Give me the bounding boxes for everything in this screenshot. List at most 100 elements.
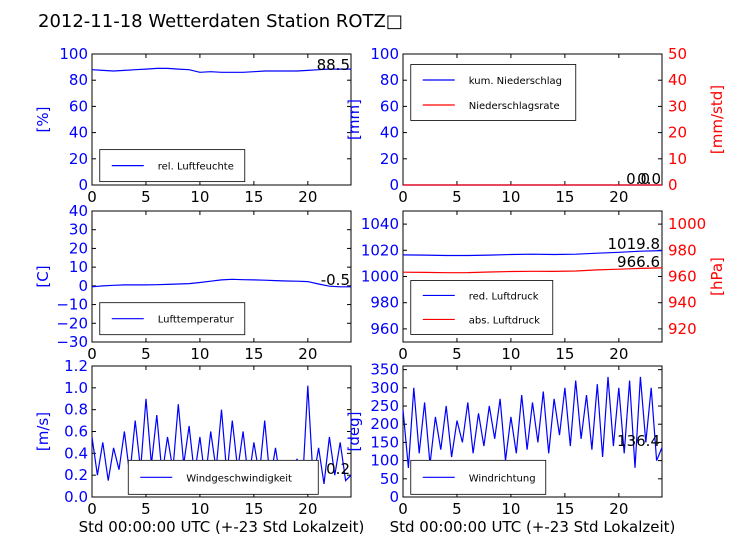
- x-tick-label: 0: [87, 500, 97, 518]
- y-tick-label: 0: [78, 176, 88, 194]
- y2-axis-label: [mm/std]: [708, 85, 726, 154]
- y-tick-label: 980: [370, 294, 399, 312]
- x-tick-label: 10: [190, 188, 209, 206]
- y-tick-label: 1020: [361, 241, 399, 259]
- y2-tick-label: 40: [668, 71, 687, 89]
- y-tick-label: 1.0: [64, 379, 88, 397]
- y-tick-label: 60: [69, 97, 88, 115]
- y-tick-label: −20: [56, 314, 88, 332]
- current-value-label: 0.0: [626, 170, 650, 188]
- series-line-1: [91, 67, 351, 73]
- y2-tick-label: 920: [668, 320, 697, 338]
- x-tick-label: 15: [244, 500, 263, 518]
- y-axis-label: [m/s]: [34, 412, 52, 451]
- x-axis-label: Std 00:00:00 UTC (+-23 Std Lokalzeit): [79, 518, 365, 536]
- x-tick-label: 5: [452, 188, 462, 206]
- panel-pressure: 0 5 10 15 20 960 980 1000 1020 1040 920 940 960 980 10…: [361, 210, 726, 363]
- x-tick-label: 20: [298, 188, 317, 206]
- y2-tick-label: 10: [668, 150, 687, 168]
- x-tick-label: 5: [141, 500, 151, 518]
- panel-humidity: 0 5 10 15 20 0 20 40 60 80 100 [%] rel. Luftfeuchte 8…: [34, 45, 352, 206]
- y-tick-label: 60: [380, 97, 399, 115]
- y-axis-label: [mm]: [345, 99, 363, 140]
- legend-label: Windrichtung: [469, 473, 536, 484]
- y-tick-label: 20: [69, 150, 88, 168]
- x-tick-label: 10: [190, 500, 209, 518]
- x-tick-label: 0: [398, 188, 408, 206]
- y-tick-label: 80: [380, 71, 399, 89]
- current-value-label: 136.4: [617, 432, 660, 450]
- x-tick-label: 5: [452, 500, 462, 518]
- y-tick-label: 40: [69, 202, 88, 220]
- x-tick-label: 10: [501, 345, 520, 363]
- y-tick-label: 0.2: [64, 466, 88, 484]
- y-tick-label: 0.0: [64, 488, 88, 506]
- series-line-2: [402, 267, 663, 274]
- x-tick-label: 15: [244, 188, 263, 206]
- y-tick-label: 40: [380, 124, 399, 142]
- y-tick-label: 100: [370, 45, 399, 63]
- current-value-label: 0.0: [637, 170, 661, 188]
- legend-label: Niederschlagsrate: [469, 101, 560, 112]
- y-tick-label: 350: [370, 361, 399, 379]
- current-value-label: 966.6: [617, 253, 660, 271]
- y-tick-label: 100: [59, 45, 88, 63]
- x-tick-label: 5: [141, 345, 151, 363]
- x-tick-label: 20: [609, 500, 628, 518]
- y-tick-label: 0: [389, 488, 399, 506]
- legend-label: red. Luftdruck: [469, 291, 539, 302]
- series-line-1: [402, 376, 663, 468]
- panel-precipitation: 0 5 10 15 20 0 20 40 60 80 100 0 10 20 30 40 50 [mm] [mm/s…: [345, 45, 726, 206]
- y2-tick-label: 20: [668, 124, 687, 142]
- x-tick-label: 0: [398, 345, 408, 363]
- x-tick-label: 20: [298, 345, 317, 363]
- y-tick-label: 960: [370, 320, 399, 338]
- y-tick-label: 0.6: [64, 423, 88, 441]
- y-tick-label: 20: [69, 239, 88, 257]
- y-tick-label: 20: [380, 150, 399, 168]
- legend-box: [410, 280, 554, 335]
- y-tick-label: 1000: [361, 268, 399, 286]
- y2-tick-label: 50: [668, 45, 687, 63]
- current-value-label: 88.5: [317, 56, 350, 74]
- plot-frame: [402, 365, 663, 498]
- y2-tick-label: 960: [668, 268, 697, 286]
- y-tick-label: 100: [370, 452, 399, 470]
- x-tick-label: 20: [298, 500, 317, 518]
- y2-axis-label: [hPa]: [708, 257, 726, 296]
- legend-label: rel. Luftfeuchte: [158, 162, 234, 173]
- x-tick-label: 0: [398, 500, 408, 518]
- legend-label: kum. Niederschlag: [469, 76, 562, 87]
- panel-temperature: 0 5 10 15 20−30−20−10010203040[C]Lufttempera…: [34, 202, 352, 363]
- y-tick-label: 0: [78, 277, 88, 295]
- plot-frame: [91, 53, 352, 186]
- y-axis-label: [deg]: [345, 412, 363, 452]
- current-value-label: 0.2: [326, 460, 350, 478]
- x-tick-label: 20: [609, 188, 628, 206]
- x-tick-label: 10: [501, 500, 520, 518]
- figure-title: 2012-11-18 Wetterdaten Station ROTZ□: [38, 11, 403, 32]
- series-line-1: [91, 278, 351, 288]
- x-tick-label: 15: [244, 345, 263, 363]
- y-tick-label: 0.4: [64, 444, 88, 462]
- y-tick-label: 80: [69, 71, 88, 89]
- y2-tick-label: 0: [668, 176, 678, 194]
- x-tick-label: 15: [555, 500, 574, 518]
- x-axis-label: Std 00:00:00 UTC (+-23 Std Lokalzeit): [390, 518, 676, 536]
- y-tick-label: −10: [56, 296, 88, 314]
- y-tick-label: 40: [69, 124, 88, 142]
- x-tick-label: 10: [501, 188, 520, 206]
- y2-tick-label: 1000: [668, 215, 706, 233]
- legend-label: abs. Luftdruck: [469, 315, 540, 326]
- y2-tick-label: 940: [668, 294, 697, 312]
- series-line-1: [91, 385, 352, 487]
- y-axis-label: [%]: [34, 107, 52, 133]
- y-tick-label: 300: [370, 379, 399, 397]
- y-tick-label: 1.2: [64, 357, 88, 375]
- x-tick-label: 0: [87, 188, 97, 206]
- x-tick-label: 15: [555, 188, 574, 206]
- y-tick-label: 0.8: [64, 401, 88, 419]
- current-value-label: 1019.8: [608, 235, 661, 253]
